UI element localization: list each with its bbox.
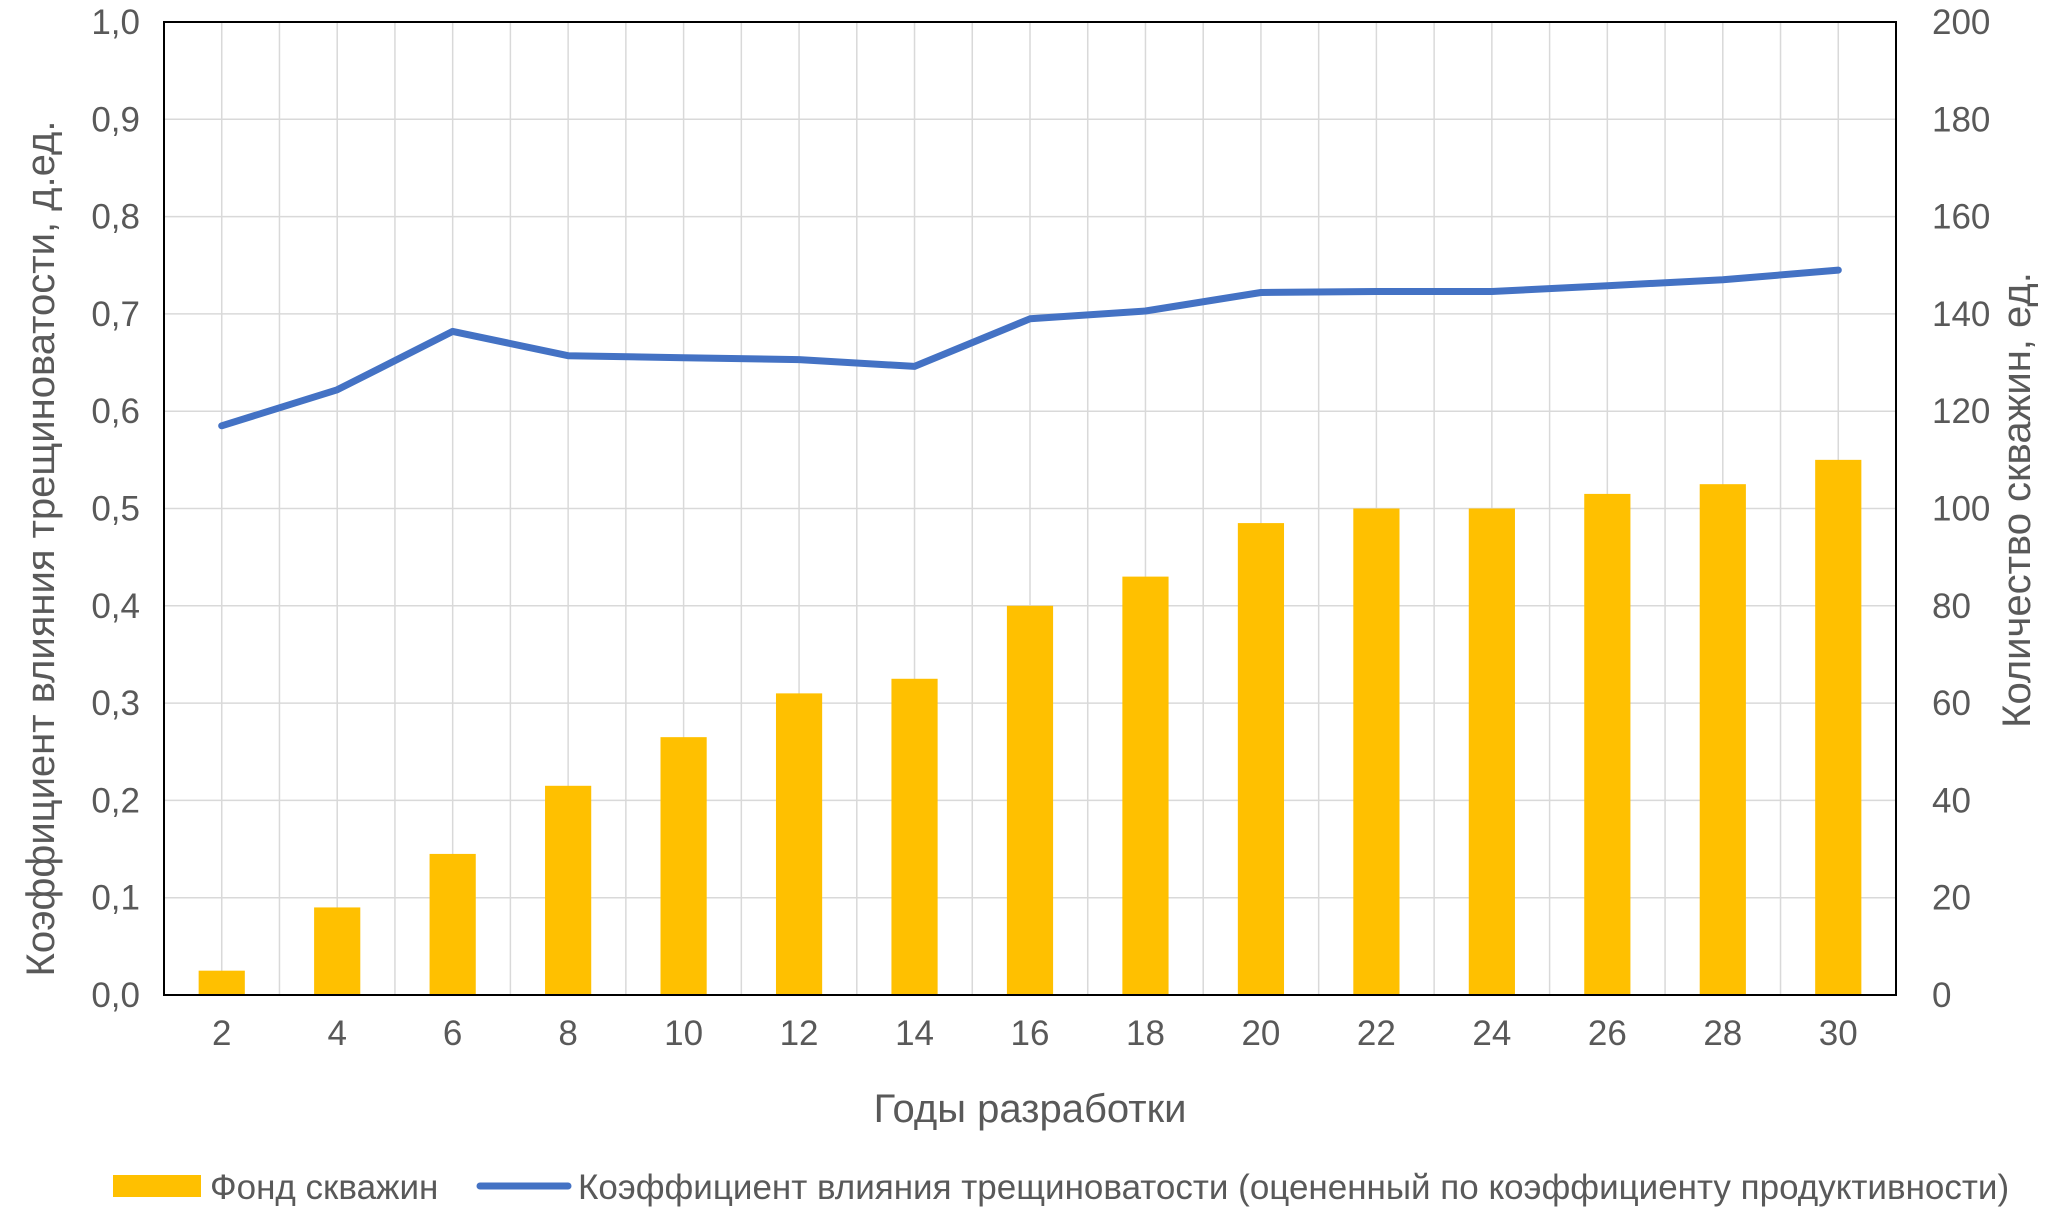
right-tick-label: 140	[1932, 295, 1990, 334]
left-tick-label: 0,4	[91, 587, 140, 626]
bar-14	[891, 678, 938, 995]
legend: Фонд скважин Коэффициент влияния трещино…	[113, 1168, 2009, 1207]
bar-28	[1699, 484, 1746, 995]
left-tick-label: 1,0	[91, 3, 140, 42]
x-tick-label: 24	[1472, 1014, 1511, 1053]
x-tick-label: 30	[1819, 1014, 1858, 1053]
legend-bar-label: Фонд скважин	[210, 1168, 438, 1207]
legend-line-label: Коэффициент влияния трещиноватости (оцен…	[578, 1168, 2009, 1207]
right-tick-label: 60	[1932, 684, 1971, 723]
bar-22	[1353, 508, 1400, 995]
x-tick-label: 12	[780, 1014, 819, 1053]
bar-18	[1122, 576, 1169, 995]
bar-6	[429, 853, 476, 995]
x-axis-ticks: 2 4 6 8 10 12 14 16 18 20 22 24 26 28 30	[212, 1014, 1858, 1053]
right-axis-ticks: 0 20 40 60 80 100 120 140 160 180 200	[1932, 3, 1990, 1015]
left-tick-label: 0,2	[91, 781, 140, 820]
bar-10	[660, 737, 707, 995]
x-tick-label: 4	[327, 1014, 346, 1053]
x-tick-label: 26	[1588, 1014, 1627, 1053]
bar-20	[1237, 523, 1285, 995]
left-tick-label: 0,6	[91, 392, 140, 431]
right-tick-label: 80	[1932, 587, 1971, 626]
bar-8	[545, 785, 592, 995]
right-tick-label: 120	[1932, 392, 1990, 431]
x-axis-title: Годы разработки	[874, 1087, 1187, 1131]
right-tick-label: 100	[1932, 490, 1990, 529]
left-tick-label: 0,5	[91, 490, 140, 529]
x-tick-label: 14	[895, 1014, 934, 1053]
left-tick-label: 0,9	[91, 100, 140, 139]
bar-16	[1006, 605, 1054, 995]
plot-frame	[163, 21, 1897, 996]
x-tick-label: 16	[1011, 1014, 1050, 1053]
bar-26	[1584, 493, 1631, 995]
x-tick-label: 18	[1126, 1014, 1165, 1053]
bar-2	[198, 970, 245, 995]
x-tick-label: 8	[558, 1014, 577, 1053]
x-tick-label: 2	[212, 1014, 231, 1053]
left-tick-label: 0,0	[91, 976, 140, 1015]
bar-30	[1815, 459, 1862, 996]
left-axis-ticks: 0,0 0,1 0,2 0,3 0,4 0,5 0,6 0,7 0,8 0,9 1,0	[91, 3, 140, 1015]
line-series	[218, 266, 1842, 430]
left-tick-label: 0,3	[91, 684, 140, 723]
legend-bar-swatch	[113, 1175, 201, 1197]
right-tick-label: 20	[1932, 879, 1971, 918]
x-tick-label: 10	[664, 1014, 703, 1053]
bar-series	[198, 459, 1862, 996]
left-tick-label: 0,7	[91, 295, 140, 334]
right-tick-label: 180	[1932, 100, 1990, 139]
right-tick-label: 0	[1932, 976, 1951, 1015]
bar-4	[314, 907, 361, 995]
bar-12	[775, 693, 823, 995]
x-tick-label: 28	[1703, 1014, 1742, 1053]
left-axis-title: Коэффициент влияния трещиноватости, д.ед…	[19, 121, 63, 977]
left-tick-label: 0,8	[91, 198, 140, 237]
right-axis-title: Количество скважин, ед.	[1995, 272, 2039, 728]
right-tick-label: 160	[1932, 198, 1990, 237]
x-tick-label: 22	[1357, 1014, 1396, 1053]
left-tick-label: 0,1	[91, 879, 140, 918]
x-tick-label: 6	[443, 1014, 462, 1053]
right-tick-label: 40	[1932, 781, 1971, 820]
x-tick-label: 20	[1241, 1014, 1280, 1053]
right-tick-label: 200	[1932, 3, 1990, 42]
bar-24	[1468, 508, 1515, 995]
